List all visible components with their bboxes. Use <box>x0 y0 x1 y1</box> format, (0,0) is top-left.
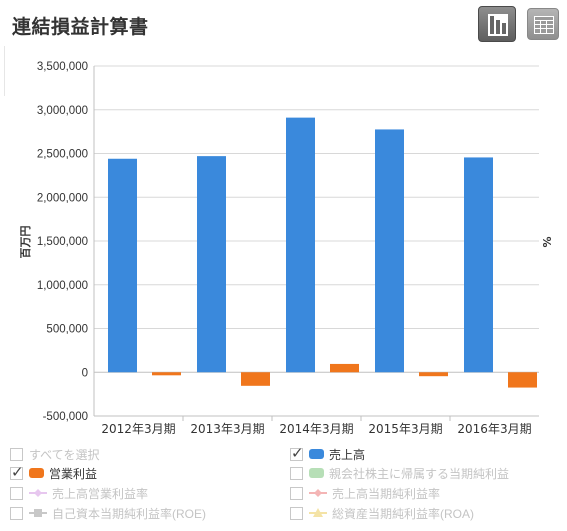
legend-label: 売上高 <box>329 447 366 462</box>
legend-checkbox[interactable] <box>290 444 304 462</box>
table-grid-icon <box>534 16 554 34</box>
legend-item[interactable]: すべてを選択 <box>10 445 99 463</box>
x-tick-label: 2013年3月期 <box>190 422 264 436</box>
legend-bar-swatch-icon <box>309 468 324 478</box>
bar-operating-income[interactable] <box>152 372 181 376</box>
bar-operating-income[interactable] <box>241 372 270 386</box>
page-title: 連結損益計算書 <box>12 16 149 38</box>
chart-view-button[interactable] <box>478 6 516 42</box>
legend-label: すべてを選択 <box>29 447 100 462</box>
title-divider <box>4 46 5 96</box>
bar-operating-income[interactable] <box>508 372 537 388</box>
legend-line-marker-icon <box>309 487 327 499</box>
legend-label: 自己資本当期純利益率(ROE) <box>52 506 206 521</box>
legend-item[interactable]: 親会社株主に帰属する当期純利益 <box>290 464 509 482</box>
x-tick-label: 2016年3月期 <box>457 422 531 436</box>
x-axis-ticks: 2012年3月期 2013年3月期 2014年3月期 2015年3月期 2016年3月期 <box>94 415 539 436</box>
legend-item[interactable]: 売上高 <box>290 444 366 463</box>
legend-label: 総資産当期純利益率(ROA) <box>332 506 474 521</box>
legend-checkbox[interactable] <box>10 447 23 461</box>
bar-operating-income[interactable] <box>419 372 448 377</box>
y-tick-label: 0 <box>82 367 88 379</box>
legend-item[interactable]: 売上高当期純利益率 <box>290 484 440 502</box>
legend-label: 親会社株主に帰属する当期純利益 <box>329 466 510 481</box>
y-tick-label: 2,500,000 <box>37 149 88 161</box>
y-tick-label: 3,000,000 <box>37 105 88 117</box>
legend-line-marker-icon <box>29 487 47 499</box>
legend-item[interactable]: 自己資本当期純利益率(ROE) <box>10 504 206 522</box>
y-tick-label: 1,000,000 <box>37 280 88 292</box>
legend-checkbox[interactable] <box>290 466 303 480</box>
y2-axis-label: % <box>541 236 554 247</box>
legend-line-marker-icon <box>29 507 47 519</box>
y-tick-label: 2,000,000 <box>37 192 88 204</box>
y-tick-label: 3,500,000 <box>37 61 88 73</box>
legend-label: 売上高当期純利益率 <box>332 486 441 501</box>
bar-sales[interactable] <box>286 117 315 373</box>
legend-item[interactable]: 営業利益 <box>10 463 98 482</box>
legend-bar-swatch-icon <box>309 449 324 459</box>
bar-sales[interactable] <box>197 156 226 373</box>
legend-label: 売上高営業利益率 <box>52 486 149 501</box>
legend-bar-swatch-icon <box>29 468 44 478</box>
y-tick-label: 1,500,000 <box>37 236 88 248</box>
legend-item[interactable]: 売上高営業利益率 <box>10 484 148 502</box>
legend-checkbox[interactable] <box>290 486 303 500</box>
legend-line-marker-icon <box>309 507 327 519</box>
x-tick-label: 2014年3月期 <box>279 422 353 436</box>
legend-checkbox[interactable] <box>10 463 24 481</box>
bar-operating-income[interactable] <box>330 363 359 373</box>
y-axis-ticks: 3,500,000 3,000,000 2,500,000 2,000,000 1,50… <box>37 61 88 423</box>
legend-label: 営業利益 <box>49 466 98 481</box>
bar-sales[interactable] <box>108 158 137 373</box>
income-chart: 3,500,000 3,000,000 2,500,000 2,000,000 1,50… <box>19 61 554 436</box>
legend-checkbox[interactable] <box>10 486 23 500</box>
bar-sales[interactable] <box>375 129 404 373</box>
y-tick-label: 500,000 <box>46 324 88 336</box>
table-view-button[interactable] <box>527 8 559 40</box>
y-axis-label: 百万円 <box>19 226 32 259</box>
x-tick-label: 2012年3月期 <box>101 422 175 436</box>
x-tick-label: 2015年3月期 <box>368 422 442 436</box>
legend-checkbox[interactable] <box>290 506 303 520</box>
bar-chart-icon <box>488 14 508 36</box>
bar-sales[interactable] <box>464 157 493 373</box>
legend-item[interactable]: 総資産当期純利益率(ROA) <box>290 504 474 522</box>
y-tick-label: -500,000 <box>43 411 88 423</box>
chart-bars <box>108 117 537 388</box>
legend-checkbox[interactable] <box>10 506 23 520</box>
